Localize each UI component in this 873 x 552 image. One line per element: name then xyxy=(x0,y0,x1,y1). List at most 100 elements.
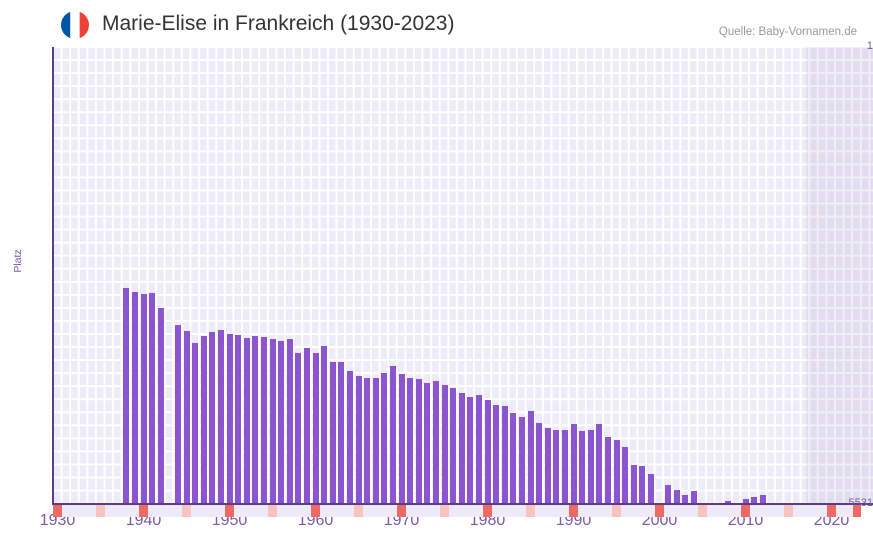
decade-marker-1980 xyxy=(483,505,492,517)
bar-1998 xyxy=(639,466,646,504)
bar-1996 xyxy=(622,447,629,504)
bar-1945 xyxy=(183,331,190,504)
axis-strip-cell-1981 xyxy=(491,505,501,517)
bar-1984 xyxy=(518,417,525,504)
bar-1951 xyxy=(235,335,242,504)
axis-strip-cell-1952 xyxy=(242,505,251,517)
axis-strip-cell-1957 xyxy=(285,505,294,517)
bar-1972 xyxy=(415,379,422,504)
decade-marker-2000 xyxy=(655,505,664,517)
source-attribution: Quelle: Baby-Vornamen.de xyxy=(718,26,857,38)
axis-strip-cell-1939 xyxy=(130,505,139,517)
bar-1999 xyxy=(647,474,654,504)
bar-1987 xyxy=(544,428,551,504)
x-axis-line xyxy=(52,503,873,505)
axis-strip-cell-2007 xyxy=(715,505,724,517)
bar-1958 xyxy=(295,353,302,504)
bar-2008 xyxy=(725,501,732,504)
bar-1952 xyxy=(243,338,250,504)
axis-strip-cell-1973 xyxy=(422,505,432,517)
bar-2004 xyxy=(690,491,697,504)
axis-strip-cell-1976 xyxy=(448,505,458,517)
bar-2003 xyxy=(682,495,689,504)
axis-strip-cell-1934 xyxy=(87,505,96,517)
axis-strip-cell-2003 xyxy=(680,505,690,517)
future-years-shading xyxy=(806,47,873,504)
axis-strip-end-marker xyxy=(852,505,862,517)
axis-strip-cell-1983 xyxy=(508,505,518,517)
axis-strip-cell-1986 xyxy=(534,505,544,517)
bar-1957 xyxy=(286,339,293,504)
bar-1942 xyxy=(157,308,164,504)
bar-2001 xyxy=(665,485,672,504)
bar-1997 xyxy=(630,465,637,504)
bar-1967 xyxy=(372,378,379,504)
axis-strip-cell-1995 xyxy=(612,505,621,517)
axis-strip-cell-1966 xyxy=(362,505,372,517)
bar-1960 xyxy=(312,353,319,504)
axis-strip-cell-2008 xyxy=(723,505,733,517)
y-axis-line xyxy=(52,47,54,505)
axis-strip-cell-1993 xyxy=(594,505,604,517)
axis-strip-cell-1992 xyxy=(586,505,595,517)
axis-strip-cell-1937 xyxy=(113,505,122,517)
axis-strip-cell-1974 xyxy=(431,505,440,517)
axis-strip-cell-1941 xyxy=(147,505,157,517)
bar-1941 xyxy=(149,293,156,504)
axis-strip-cell-1963 xyxy=(336,505,346,517)
axis-strip-cell-1987 xyxy=(543,505,552,517)
bar-1981 xyxy=(493,405,500,504)
bar-1993 xyxy=(596,424,603,504)
bar-1976 xyxy=(450,388,457,504)
axis-strip-cell-1991 xyxy=(577,505,587,517)
bar-1940 xyxy=(140,294,147,504)
bar-1995 xyxy=(613,440,620,504)
axis-strip-cell-2015 xyxy=(784,505,793,517)
bar-1953 xyxy=(252,336,259,504)
axis-strip-cell-2012 xyxy=(758,505,767,517)
axis-strip-cell-1996 xyxy=(620,505,630,517)
axis-strip-cell-1942 xyxy=(156,505,165,517)
bar-1991 xyxy=(579,431,586,504)
axis-strip-cell-2022 xyxy=(844,505,853,517)
axis-strip-cell-1962 xyxy=(328,505,337,517)
bar-1966 xyxy=(364,378,371,504)
axis-strip-cell-1951 xyxy=(233,505,243,517)
bar-1982 xyxy=(501,406,508,504)
bar-2002 xyxy=(673,490,680,504)
axis-strip-cell-2016 xyxy=(792,505,802,517)
bar-2011 xyxy=(751,497,758,504)
page-title: Marie-Elise in Frankreich (1930-2023) xyxy=(102,12,455,35)
bar-1948 xyxy=(209,332,216,504)
bar-1988 xyxy=(553,430,560,504)
axis-strip-cell-2005 xyxy=(698,505,707,517)
decade-marker-1930 xyxy=(53,505,62,517)
axis-strip-cell-1971 xyxy=(405,505,415,517)
bar-1970 xyxy=(398,374,405,504)
y-axis-title: Platz xyxy=(12,249,24,273)
axis-strip-cell-2002 xyxy=(672,505,681,517)
bar-1944 xyxy=(174,325,181,504)
bar-1965 xyxy=(355,376,362,504)
bar-2012 xyxy=(759,495,766,504)
axis-strip-cell-1969 xyxy=(388,505,397,517)
france-flag-icon xyxy=(60,10,90,40)
decade-marker-1960 xyxy=(311,505,320,517)
axis-strip-cell-1994 xyxy=(603,505,612,517)
axis-strip-cell-1968 xyxy=(379,505,389,517)
axis-strip-cell-2014 xyxy=(775,505,784,517)
axis-strip-cell-1946 xyxy=(190,505,200,517)
axis-strip-cell-1989 xyxy=(560,505,569,517)
bar-1962 xyxy=(329,362,336,504)
chart-header: Marie-Elise in Frankreich (1930-2023) Qu… xyxy=(0,0,873,47)
axis-strip-cell-1954 xyxy=(259,505,268,517)
axis-strip-cell-1936 xyxy=(104,505,114,517)
axis-strip-cell-1947 xyxy=(199,505,208,517)
axis-strip-cell-1938 xyxy=(121,505,131,517)
bar-1975 xyxy=(441,385,448,504)
decade-marker-1990 xyxy=(569,505,578,517)
axis-strip-cell-2006 xyxy=(706,505,716,517)
axis-strip-cell-2004 xyxy=(689,505,698,517)
decade-marker-1970 xyxy=(397,505,406,517)
axis-strip-cell-1959 xyxy=(302,505,311,517)
